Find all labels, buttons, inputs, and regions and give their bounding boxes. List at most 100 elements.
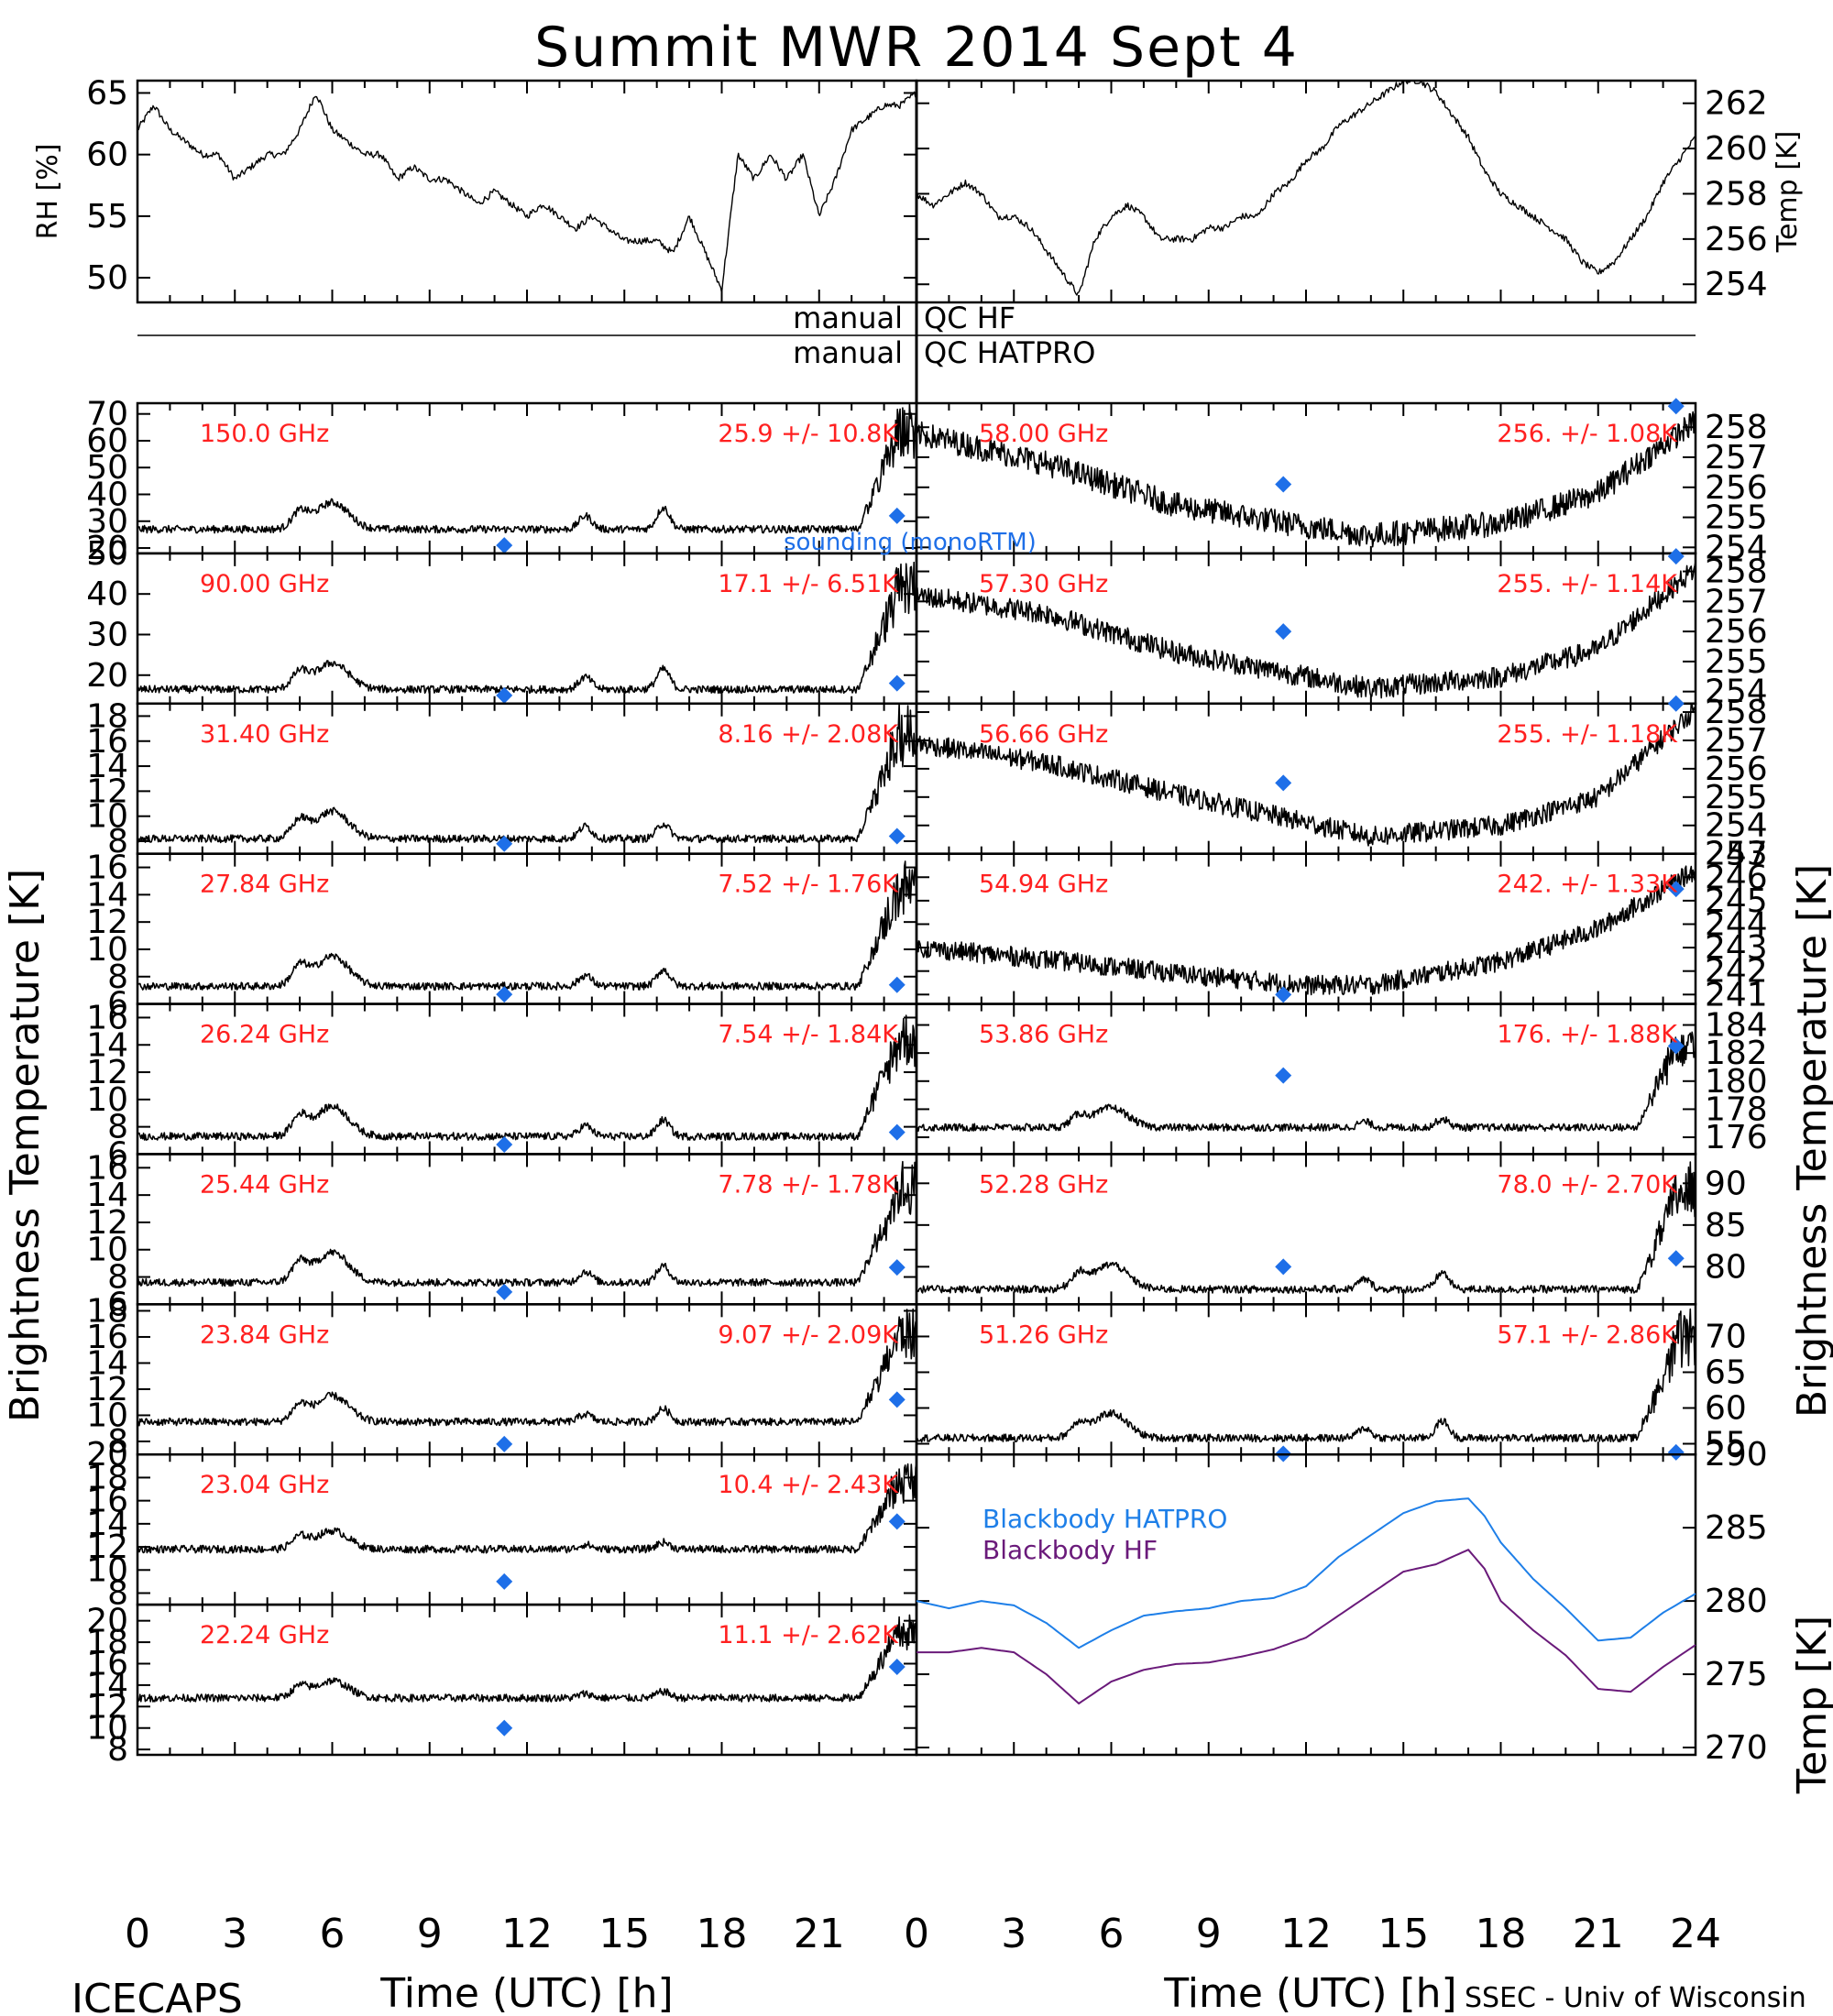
right-bt-panel-4-ytick-label: 178: [1705, 1090, 1768, 1128]
left-bt-panel-6-ytick-label: 18: [86, 1292, 128, 1330]
qc-hf-right-label: QC HF: [924, 301, 1015, 335]
left-bt-panel-1-ytick-label: 30: [86, 616, 128, 653]
right-bt-panel-4-stats-label: 176. +/- 1.88K: [1497, 1021, 1678, 1049]
left-bt-panel-4-stats-label: 7.54 +/- 1.84K: [718, 1021, 899, 1049]
right-bt-panel-5-channel-label: 52.28 GHz: [979, 1170, 1108, 1199]
left-bt-panel-4-ytick-label: 6: [107, 1135, 128, 1173]
right-bt-panel-3-stats-label: 242. +/- 1.33K: [1497, 871, 1678, 899]
left-bt-panel-7-ytick-label: 18: [86, 1459, 128, 1496]
rh-panel-ytick-label: 60: [86, 137, 128, 174]
x-tick-label: 21: [794, 1911, 845, 1957]
x-tick-label: 3: [222, 1911, 247, 1957]
left-bt-panel-4-ytick-label: 12: [86, 1054, 128, 1091]
left-bt-panel-7-ytick-label: 12: [86, 1528, 128, 1566]
temp-panel-ytick-label: 258: [1705, 175, 1768, 213]
left-bt-panel-5-sounding-marker: [888, 1259, 906, 1276]
left-bt-panel-1-ytick-label: 40: [86, 575, 128, 613]
x-tick-label: 15: [1377, 1911, 1429, 1957]
right-bt-panel-2-sounding-marker: [1275, 774, 1292, 792]
right-bt-panel-2-ytick-label: 253: [1705, 836, 1768, 873]
blackbody-panel-ytick-label: 275: [1705, 1656, 1768, 1693]
right-bt-panel-6-stats-label: 57.1 +/- 2.86K: [1497, 1320, 1678, 1349]
left-bt-panel-0-ytick-label: 40: [86, 477, 128, 514]
left-bt-panel-3-sounding-marker: [888, 976, 906, 993]
right-bt-panel-2-ytick-label: 254: [1705, 807, 1768, 845]
left-bt-panel-6-sounding-marker: [496, 1435, 513, 1452]
left-bt-panel-3-ytick-label: 12: [86, 904, 128, 941]
right-bt-panel-5-trace: [916, 1161, 1696, 1294]
left-bt-panel-3-ytick-label: 6: [107, 986, 128, 1024]
left-bt-panel-4-sounding-marker: [496, 1136, 513, 1154]
temp-panel-ytick-label: 254: [1705, 266, 1768, 303]
left-bt-panel-3-sounding-marker: [496, 986, 513, 1003]
x-tick-label: 3: [1001, 1911, 1026, 1957]
left-bt-panel-4-trace: [137, 1014, 917, 1141]
right-bt-panel-1-ytick-label: 257: [1705, 583, 1768, 620]
temp-panel-ytick-label: 262: [1705, 85, 1768, 123]
left-bt-panel-8-ytick-label: 8: [107, 1731, 128, 1769]
left-bt-panel-0-sounding-marker: [496, 537, 513, 554]
right-bt-panel-3-trace: [916, 864, 1696, 996]
left-bt-panel-4-ytick-label: 14: [86, 1026, 128, 1064]
rh-panel-ytick-label: 65: [86, 74, 128, 112]
left-bt-panel-2-stats-label: 8.16 +/- 2.08K: [718, 720, 899, 749]
right-bt-panel-1-channel-label: 57.30 GHz: [979, 570, 1108, 598]
left-bt-panel-3-ytick-label: 16: [86, 849, 128, 887]
right-bt-panel-3-sounding-marker: [1275, 986, 1292, 1003]
left-bt-panel-7-ytick-label: 14: [86, 1506, 128, 1543]
right-bt-panel-5-ytick-label: 85: [1705, 1207, 1747, 1244]
right-bt-panel-0-stats-label: 256. +/- 1.08K: [1497, 420, 1678, 448]
left-bt-panel-6-trace: [137, 1308, 917, 1427]
left-bt-panel-4-sounding-marker: [888, 1123, 906, 1141]
left-bt-panel-3-stats-label: 7.52 +/- 1.76K: [718, 871, 899, 899]
left-bt-panel-8-channel-label: 22.24 GHz: [200, 1621, 329, 1649]
right-bt-panel-4-ytick-label: 184: [1705, 1007, 1768, 1045]
left-bt-panel-2-ytick-label: 16: [86, 723, 128, 761]
right-bt-panel-4-sounding-marker: [1667, 1037, 1685, 1055]
left-bt-panel-4-ytick-label: 16: [86, 999, 128, 1036]
right-bt-panel-6-sounding-marker: [1667, 1443, 1685, 1461]
left-bt-panel-5-ytick-label: 8: [107, 1259, 128, 1297]
left-bt-panel-2-ytick-label: 10: [86, 798, 128, 836]
temp-panel-ytick-label: 260: [1705, 130, 1768, 168]
left-bt-panel-2-ytick-label: 18: [86, 697, 128, 735]
left-bt-panel-6-ytick-label: 14: [86, 1344, 128, 1382]
left-bt-panel-6-sounding-marker: [888, 1391, 906, 1408]
right-bt-panel-4-trace: [916, 1031, 1696, 1133]
left-bt-panel-0-stats-label: 25.9 +/- 10.8K: [718, 420, 899, 448]
right-bt-panel-6-ytick-label: 60: [1705, 1389, 1747, 1427]
right-bt-panel-6-trace: [916, 1308, 1696, 1443]
right-bt-panel-6-ytick-label: 70: [1705, 1318, 1747, 1355]
left-bt-panel-2-channel-label: 31.40 GHz: [200, 720, 329, 749]
left-bt-panel-1-stats-label: 17.1 +/- 6.51K: [718, 570, 899, 598]
left-bt-panel-7-channel-label: 23.04 GHz: [200, 1471, 329, 1499]
right-bt-panel-2-ytick-label: 258: [1705, 694, 1768, 731]
x-tick-label: 0: [904, 1911, 929, 1957]
x-tick-label: 0: [125, 1911, 150, 1957]
left-ylabel: Brightness Temperature [K]: [2, 869, 49, 1422]
right-bt-panel-0-channel-label: 58.00 GHz: [979, 420, 1108, 448]
left-bt-panel-0-ytick-label: 70: [86, 396, 128, 433]
left-bt-panel-8-ytick-label: 12: [86, 1688, 128, 1726]
left-bt-panel-3-ytick-label: 14: [86, 876, 128, 914]
right-bt-panel-1-sounding-marker: [1275, 623, 1292, 641]
left-bt-panel-2-ytick-label: 8: [107, 823, 128, 860]
rh-panel-ytick-label: 55: [86, 198, 128, 236]
x-tick-label: 9: [417, 1911, 443, 1957]
chart-title: Summit MWR 2014 Sept 4: [534, 16, 1299, 80]
left-bt-panel-5-trace: [137, 1160, 917, 1287]
left-bt-panel-5-ytick-label: 12: [86, 1204, 128, 1242]
left-bt-panel-8-trace: [137, 1614, 917, 1703]
left-bt-panel-6-ytick-label: 16: [86, 1319, 128, 1356]
right-ylabel: Brightness Temperature [K]: [1789, 864, 1833, 1418]
x-tick-label: 18: [697, 1911, 748, 1957]
left-bt-panel-8-ytick-label: 16: [86, 1645, 128, 1682]
left-bt-panel-5-ytick-label: 10: [86, 1232, 128, 1269]
left-bt-panel-1-sounding-marker: [496, 686, 513, 704]
left-bt-panel-7-stats-label: 10.4 +/- 2.43K: [718, 1471, 899, 1499]
blackbody-panel-ytick-label: 270: [1705, 1729, 1768, 1767]
left-bt-panel-8-ytick-label: 14: [86, 1667, 128, 1704]
right-bt-panel-1-sounding-marker: [1667, 548, 1685, 565]
right-bt-panel-3-ytick-label: 245: [1705, 882, 1768, 920]
